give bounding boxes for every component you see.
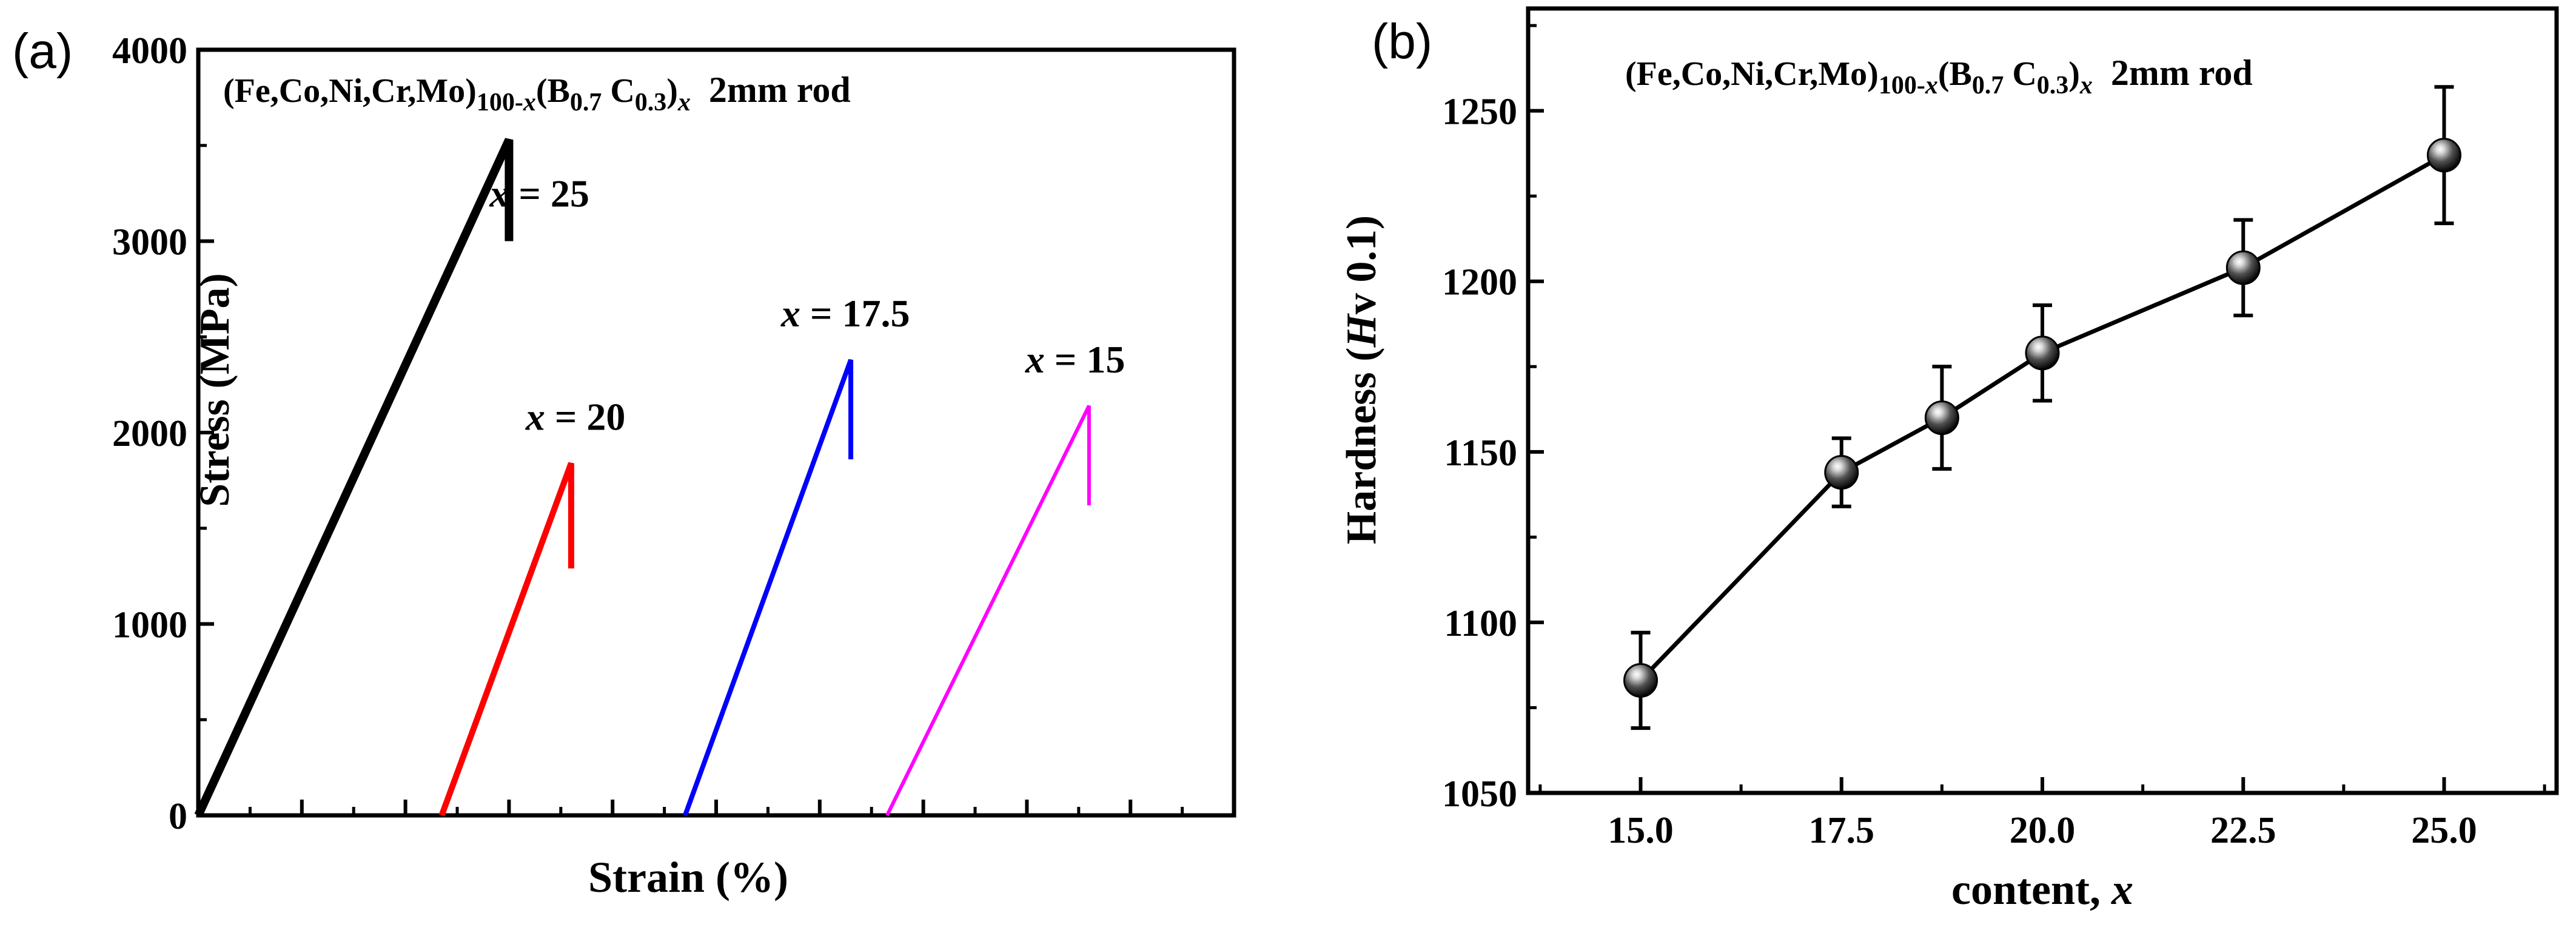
- panel-b: (b) 1050 1100 1150 1200 1250 15.0 17.5 20.0 22.…: [1338, 6, 2559, 914]
- panel-b-x-tick-label: 15.0: [1608, 810, 1674, 851]
- panel-a-y-tick-label: 0: [169, 796, 187, 837]
- panel-b-series: [1623, 85, 2461, 730]
- hardness-line: [1639, 153, 2446, 682]
- panel-b-y-tick-label: 1050: [1442, 774, 1517, 815]
- panel-a-x-axis-label: Strain (%): [588, 853, 788, 902]
- data-point: [1623, 662, 1658, 698]
- series-label: x = 25: [489, 172, 589, 215]
- data-point: [1824, 455, 1859, 490]
- panel-b-x-tick-label: 17.5: [1809, 810, 1875, 851]
- panel-b-x-tick-label: 22.5: [2210, 810, 2276, 851]
- stress-strain-curve: [885, 405, 1091, 817]
- data-point: [2225, 250, 2261, 285]
- panel-b-x-axis-label: content, x: [1951, 865, 2133, 914]
- panel-a-series: [194, 138, 1091, 817]
- stress-strain-curve: [683, 359, 854, 817]
- panel-a-x-ticks: [248, 800, 1184, 815]
- panel-b-y-tick-label: 1250: [1442, 92, 1517, 133]
- panel-b-y-tick-label: 1100: [1444, 603, 1517, 644]
- panel-b-label: (b): [1372, 14, 1432, 69]
- panel-a-frame: [196, 47, 1236, 818]
- data-point: [2025, 335, 2060, 371]
- panel-a-y-tick-label: 3000: [112, 222, 187, 263]
- panel-b-y-tick-label: 1200: [1442, 262, 1517, 303]
- panel-b-x-ticks: 15.0 17.5 20.0 22.5 25.0: [1538, 777, 2546, 851]
- data-point: [2427, 138, 2461, 173]
- data-point: [1924, 400, 1959, 436]
- panel-a-y-tick-label: 2000: [112, 413, 187, 454]
- panel-a-label: (a): [12, 24, 73, 79]
- panel-a-title: (Fe,Co,Ni,Cr,Mo)100-x(B0.7 C0.3)x 2mm rod: [223, 70, 851, 116]
- panel-a-y-ticks: 0 1000 2000 3000 4000: [112, 30, 214, 837]
- panel-a-y-axis-label: Stress (MPa): [192, 273, 238, 507]
- panel-a: (a) 0 1000 2000 3000 4000 Stress (MPa) Strai…: [12, 24, 1236, 902]
- panel-a-y-tick-label: 1000: [112, 605, 187, 646]
- panel-b-y-tick-label: 1150: [1444, 433, 1517, 474]
- stress-strain-curve: [194, 138, 514, 817]
- panel-b-x-tick-label: 25.0: [2411, 810, 2477, 851]
- panel-b-y-axis-label: Hardness (Hv 0.1): [1338, 215, 1385, 545]
- panel-a-series-labels: x = 25 x = 20 x = 17.5 x = 15: [489, 172, 1125, 438]
- series-label: x = 15: [1025, 338, 1125, 381]
- panel-b-x-tick-label: 20.0: [2010, 810, 2076, 851]
- series-label: x = 20: [525, 395, 625, 438]
- panel-a-y-tick-label: 4000: [112, 30, 187, 72]
- panel-b-title: (Fe,Co,Ni,Cr,Mo)100-x(B0.7 C0.3)x 2mm rod: [1625, 53, 2253, 99]
- panel-b-y-ticks: 1050 1100 1150 1200 1250: [1442, 24, 1544, 815]
- stress-strain-curve: [438, 462, 574, 817]
- series-label: x = 17.5: [780, 292, 910, 335]
